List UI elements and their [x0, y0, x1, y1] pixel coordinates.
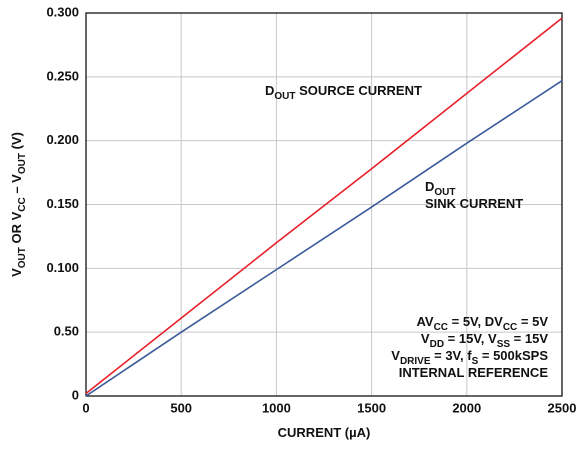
x-axis-label-run: CURRENT (µA)	[278, 425, 371, 440]
annotation-run: V	[391, 348, 400, 363]
y-axis-label-run: OR V	[9, 211, 24, 247]
x-tick-label: 1000	[262, 400, 291, 415]
annotation-run: = 5V, DV	[448, 314, 503, 329]
y-axis-label: VOUT OR VCC – VOUT (V)	[9, 132, 27, 277]
x-axis-label: CURRENT (µA)	[278, 425, 371, 440]
y-tick-label: 0.50	[54, 324, 79, 339]
y-tick-label: 0.150	[46, 196, 79, 211]
annotation-run: D	[265, 83, 274, 98]
annotation-run: SOURCE CURRENT	[296, 83, 422, 98]
annotation: VDRIVE = 3V, fS = 500kSPS	[391, 348, 548, 366]
annotation-sub: CC	[503, 322, 517, 333]
annotation-run: V	[421, 331, 430, 346]
y-tick-label: 0.300	[46, 4, 79, 19]
annotation: VDD = 15V, VSS = 15V	[421, 331, 548, 349]
y-tick-label: 0.200	[46, 132, 79, 147]
annotation-run: SINK CURRENT	[425, 196, 523, 211]
y-axis-label-run: – V	[9, 174, 24, 197]
annotation-sub: SS	[497, 339, 511, 350]
y-tick-label: 0.100	[46, 260, 79, 275]
plot-frame	[85, 12, 563, 397]
x-tick-label: 0	[82, 400, 89, 415]
annotation-sub: DD	[430, 339, 444, 350]
annotation-sub: CC	[434, 322, 448, 333]
y-tick-label: 0.250	[46, 68, 79, 83]
x-tick-label: 2000	[452, 400, 481, 415]
annotation-run: = 5V	[517, 314, 548, 329]
x-tick-label: 2500	[548, 400, 577, 415]
y-axis-label-sub: OUT	[17, 247, 28, 268]
y-axis-label-sub: CC	[17, 197, 28, 211]
annotation-run: = 500kSPS	[478, 348, 548, 363]
annotation-sub: DRIVE	[400, 356, 431, 367]
annotation: DOUT	[425, 179, 456, 197]
series-line	[85, 17, 563, 395]
annotation-run: = 15V, V	[444, 331, 497, 346]
annotation: SINK CURRENT	[425, 196, 523, 211]
annotation-run: = 15V	[510, 331, 548, 346]
y-axis-label-run: (V)	[9, 132, 24, 153]
annotation: DOUT SOURCE CURRENT	[265, 83, 422, 101]
y-axis-label-sub: OUT	[17, 153, 28, 174]
series-line	[85, 79, 563, 397]
annotation: AVCC = 5V, DVCC = 5V	[416, 314, 548, 332]
annotation-run: INTERNAL REFERENCE	[399, 365, 549, 380]
annotation-sub: OUT	[434, 187, 455, 198]
annotation-run: AV	[416, 314, 433, 329]
x-tick-label: 1500	[357, 400, 386, 415]
annotation-run: = 3V, f	[431, 348, 473, 363]
annotation-sub: S	[472, 356, 479, 367]
annotation-run: D	[425, 179, 434, 194]
annotation-sub: OUT	[274, 91, 295, 102]
y-tick-label: 0	[72, 387, 79, 402]
x-tick-label: 500	[170, 400, 192, 415]
annotation: INTERNAL REFERENCE	[399, 365, 549, 380]
y-axis-label-run: V	[9, 268, 24, 277]
